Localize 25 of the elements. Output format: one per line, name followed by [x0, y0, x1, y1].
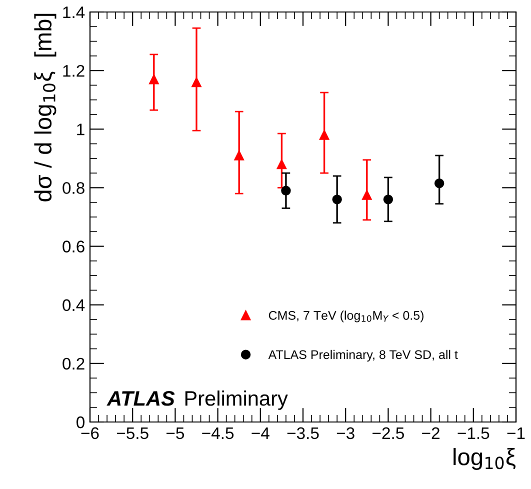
x-tick-label: −2.5 [372, 427, 404, 440]
x-tick-label: −3.5 [287, 427, 319, 440]
x-tick-label: −5.5 [116, 427, 148, 440]
y-tick-label: 0.4 [62, 299, 85, 312]
x-tick-label: −6 [81, 427, 99, 440]
y-tick-label: 0.2 [62, 358, 84, 370]
y-axis-title: dσ / d log$_{10}$ξ [mb] [34, 14, 56, 202]
x-tick-label: −1.5 [458, 427, 490, 440]
x-tick-label: −1 [507, 427, 525, 439]
y-tick-label: 0 [76, 416, 84, 428]
x-axis-title: log$_{10}$ξ [454, 448, 516, 470]
x-tick-label: −2 [422, 427, 440, 439]
y-tick-label: 1 [77, 124, 84, 136]
legend-label: ATLAS Preliminary, 8 TeV SD, all t [268, 350, 458, 362]
annotation: ATLAS [106, 391, 175, 406]
y-tick-label: 0.8 [62, 182, 84, 194]
x-tick-label: −4 [252, 427, 270, 439]
y-tick-label: 1.4 [63, 6, 85, 18]
legend-label: CMS, 7 TeV (log$_{10}$M$_{Y}$ < 0.5) [268, 310, 424, 322]
x-tick-label: −5 [166, 427, 184, 440]
x-tick-label: −3 [336, 427, 354, 440]
y-tick-label: 1.2 [63, 64, 84, 77]
annotation: Preliminary [185, 390, 288, 410]
y-tick-label: 0.6 [62, 240, 84, 252]
x-tick-label: −4.5 [202, 427, 234, 440]
